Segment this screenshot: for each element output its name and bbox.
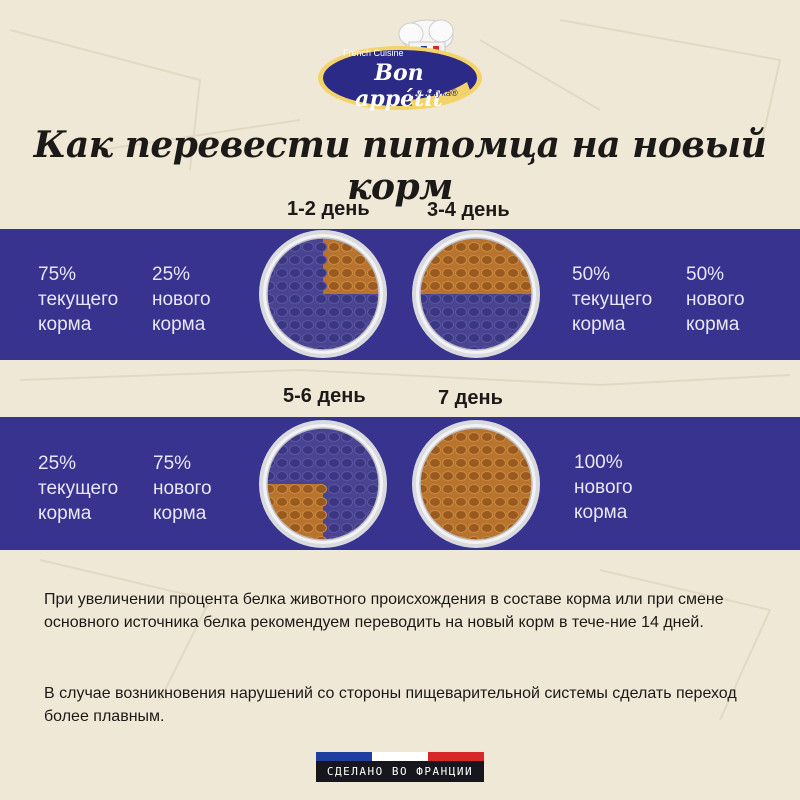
day-label-2: 3-4 день bbox=[427, 199, 510, 221]
flag-stripe-white bbox=[372, 752, 428, 761]
brand-name: Bon appétit bbox=[355, 60, 443, 112]
french-flag-icon bbox=[316, 752, 484, 761]
stage-1-current-text: 75% текущего корма bbox=[38, 264, 119, 335]
advice-paragraph-2: В случае возникновения нарушений со стор… bbox=[44, 685, 737, 725]
stage-band-top bbox=[0, 229, 800, 360]
stage-band-bottom bbox=[0, 417, 800, 550]
stage-2-new-text: 50% нового корма bbox=[686, 264, 745, 335]
stage-3-new-text: 75% нового корма bbox=[153, 453, 212, 524]
brand-tagline-top: French Cuisine bbox=[343, 48, 404, 58]
made-in-france-badge: СДЕЛАНО ВО ФРАНЦИИ bbox=[316, 752, 484, 782]
food-bowl-stage-1 bbox=[259, 230, 387, 358]
day-label-1: 1-2 день bbox=[287, 198, 370, 220]
food-bowl-stage-4 bbox=[412, 420, 540, 548]
brand-tagline-bottom: by Natyka® bbox=[411, 88, 458, 98]
stage-4-new-text: 100% нового корма bbox=[574, 452, 633, 523]
food-bowl-stage-3 bbox=[259, 420, 387, 548]
stage-3-current-text: 25% текущего корма bbox=[38, 453, 119, 524]
brand-logo: French Cuisine Bon appétit by Natyka® bbox=[315, 14, 485, 114]
made-in-france-text: СДЕЛАНО ВО ФРАНЦИИ bbox=[316, 761, 484, 782]
flag-stripe-blue bbox=[316, 752, 372, 761]
stage-2-current-text: 50% текущего корма bbox=[572, 264, 653, 335]
flag-stripe-red bbox=[428, 752, 484, 761]
page-title: Как перевести питомца на новый корм bbox=[33, 124, 767, 208]
day-label-3: 5-6 день bbox=[283, 385, 366, 407]
day-label-4: 7 день bbox=[438, 387, 503, 409]
stage-1-new-text: 25% нового корма bbox=[152, 264, 211, 335]
food-bowl-stage-2 bbox=[412, 230, 540, 358]
advice-paragraph-1: При увеличении процента белка животного … bbox=[44, 591, 724, 631]
